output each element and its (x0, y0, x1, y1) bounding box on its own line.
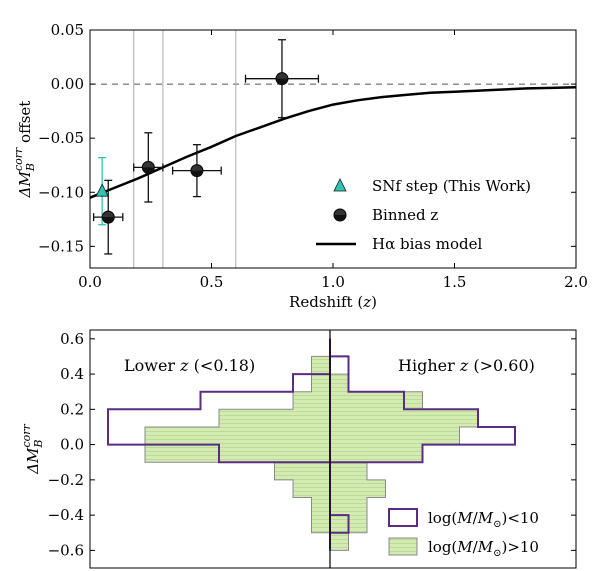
bottom-plot-frame (89, 329, 577, 569)
top-x-axis-label: Redshift (z) (289, 293, 377, 311)
legend-label-model: Hα bias model (372, 235, 483, 253)
top-model-curve (89, 86, 577, 199)
halpha-bias-model-line (89, 86, 577, 199)
legend-low-mass-swatch (388, 508, 418, 527)
bottom-y-axis-label: ΔMBcorr (20, 423, 45, 474)
low-mass-higher-z-histogram (329, 338, 516, 551)
binned-z-point-shade (102, 217, 115, 224)
higher-z-annotation: Higher z (>0.60) (398, 356, 535, 375)
x-tick-label: 0.0 (78, 273, 102, 291)
y-tick-label: −0.2 (48, 471, 84, 489)
bottom-legend: log(M/M⊙)<10 log(M/M⊙)>10 (388, 508, 539, 559)
binned-z-point-shade (275, 78, 288, 85)
high-mass-lower-z-histogram (144, 338, 331, 551)
x-tick-label: 1.5 (443, 273, 467, 291)
x-tick-label: 0.5 (200, 273, 224, 291)
top-reference-lines (90, 30, 576, 268)
snf-step-point (95, 183, 109, 197)
x-tick-label: 1.0 (321, 273, 345, 291)
y-tick-label: −0.10 (38, 183, 84, 201)
x-tick-label: 2.0 (564, 273, 588, 291)
legend-triangle-icon (333, 178, 347, 192)
binned-z-point-shade (190, 170, 203, 177)
legend-high-mass-swatch (388, 537, 418, 556)
legend-circle-shade (334, 215, 346, 221)
y-tick-label: 0.05 (51, 21, 84, 39)
legend-label-snf: SNf step (This Work) (372, 177, 531, 195)
y-tick-label: 0.6 (60, 330, 84, 348)
top-panel: 0.0 0.5 1.0 1.5 2.0 0.05 0.00 −0.05 −0.10 −0.15 R… (12, 21, 588, 311)
bottom-axis-ticks: 0.6 0.4 0.2 0.0 −0.2 −0.4 −0.6 (48, 330, 576, 559)
y-tick-label: 0.0 (60, 436, 84, 454)
top-y-axis-label: ΔMBcorr offset (12, 101, 37, 199)
top-axis-ticks: 0.0 0.5 1.0 1.5 2.0 0.05 0.00 −0.05 −0.10 −0.15 (38, 21, 588, 291)
y-tick-label: 0.4 (60, 365, 84, 383)
legend-label-low-mass: log(M/M⊙)<10 (428, 509, 539, 530)
lower-z-annotation: Lower z (<0.18) (124, 356, 255, 375)
legend-label-high-mass: log(M/M⊙)>10 (428, 538, 539, 559)
y-tick-label: −0.15 (38, 237, 84, 255)
bottom-panel: 0.6 0.4 0.2 0.0 −0.2 −0.4 −0.6 ΔMBcorr Lower z… (20, 329, 577, 569)
top-data-points (92, 39, 320, 255)
y-tick-label: 0.00 (51, 75, 84, 93)
y-tick-label: −0.6 (48, 541, 84, 559)
binned-z-point-shade (142, 167, 155, 174)
y-tick-label: −0.4 (48, 506, 84, 524)
y-tick-label: −0.05 (38, 129, 84, 147)
top-legend: SNf step (This Work) Binned z Hα bias mode… (316, 177, 531, 253)
y-tick-label: 0.2 (60, 400, 84, 418)
legend-label-binned: Binned z (372, 206, 438, 224)
